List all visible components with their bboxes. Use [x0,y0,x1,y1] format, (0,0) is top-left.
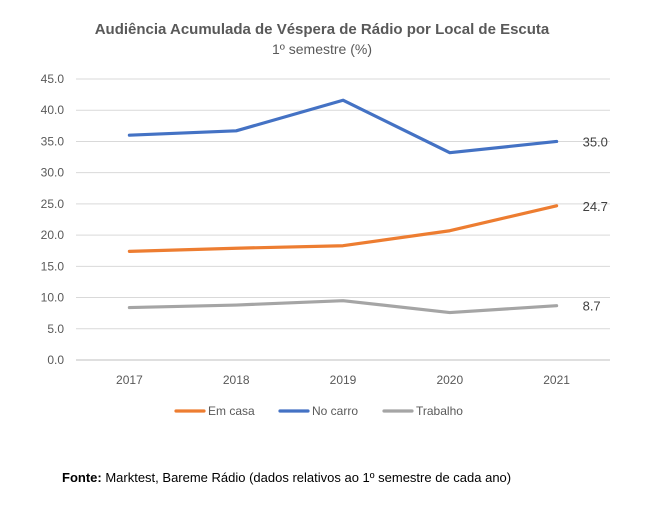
data-label-no-carro: 35.0 [583,134,608,149]
chart-title: Audiência Acumulada de Véspera de Rádio … [95,21,550,38]
chart-subtitle: 1º semestre (%) [272,41,372,57]
legend-label: Em casa [208,404,255,418]
x-axis: 2017 2018 2019 2020 2021 [116,373,570,387]
line-chart: Audiência Acumulada de Véspera de Rádio … [41,21,610,418]
legend-label: No carro [312,404,358,418]
y-tick-label: 40.0 [41,103,65,117]
data-labels: 24.7 35.0 8.7 [583,134,608,313]
source-note: Fonte: Marktest, Bareme Rádio (dados rel… [62,470,511,485]
y-tick-label: 5.0 [47,322,64,336]
data-label-trabalho: 8.7 [583,299,601,314]
y-tick-label: 25.0 [41,197,65,211]
source-label: Fonte: [62,470,102,485]
y-tick-label: 10.0 [41,291,65,305]
y-tick-label: 20.0 [41,228,65,242]
gridlines [76,78,610,361]
y-tick-label: 35.0 [41,134,65,148]
legend-label: Trabalho [416,404,463,418]
series-line-no-carro [127,98,559,155]
x-tick-label: 2019 [330,373,357,387]
series-line-em-casa [127,204,559,253]
legend: Em casa No carro Trabalho [174,404,463,418]
y-tick-label: 45.0 [41,72,65,86]
y-tick-label: 0.0 [47,353,64,367]
x-tick-label: 2018 [223,373,250,387]
data-label-em-casa: 24.7 [583,199,608,214]
y-axis: 0.0 5.0 10.0 15.0 20.0 25.0 30.0 35.0 40.0 45.0 [41,72,65,367]
x-tick-label: 2021 [543,373,570,387]
source-text: Marktest, Bareme Rádio (dados relativos … [101,470,512,485]
series-line-trabalho [127,299,559,315]
x-tick-label: 2020 [436,373,463,387]
y-tick-label: 30.0 [41,166,65,180]
x-tick-label: 2017 [116,373,143,387]
series-lines [127,98,559,315]
y-tick-label: 15.0 [41,259,65,273]
